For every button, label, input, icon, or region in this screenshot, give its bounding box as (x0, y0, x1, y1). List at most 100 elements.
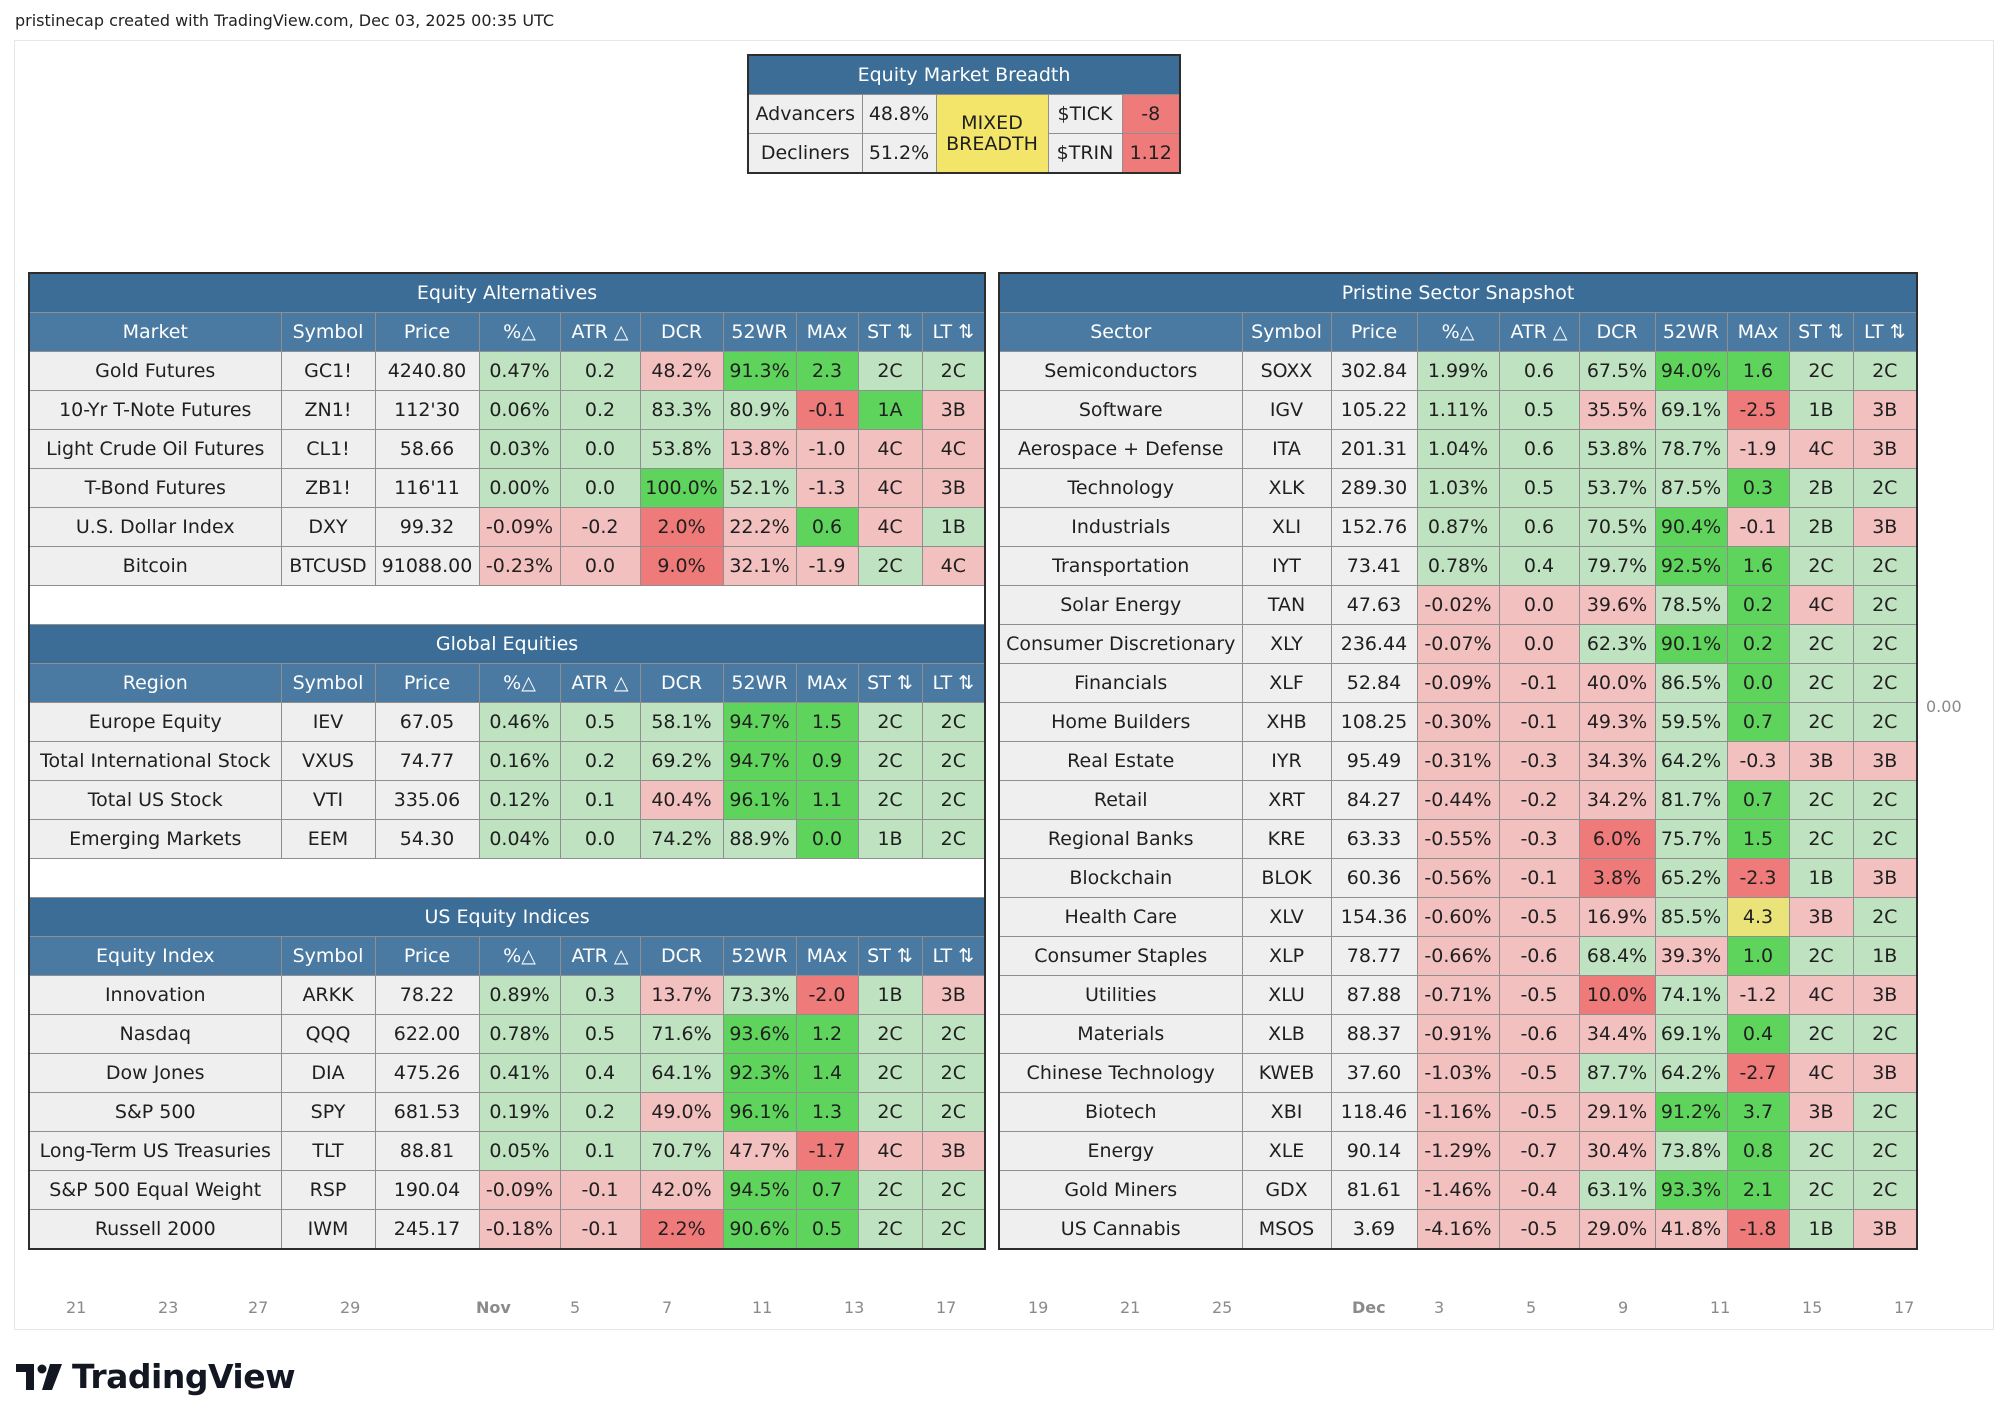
table-row: S&P 500 SPY 681.53 0.19% 0.2 49.0% 96.1% 1.3 2C 2… (28, 1092, 986, 1132)
table-cell: 39.6% (1578, 585, 1656, 625)
column-header: DCR (639, 936, 724, 976)
table-cell: 0.03% (478, 429, 561, 469)
table-cell: 0.0 (559, 819, 641, 859)
table-cell: 2C (1852, 468, 1918, 508)
table-cell: -0.31% (1416, 741, 1500, 781)
column-header: MAx (795, 936, 859, 976)
table-cell: 67.05 (374, 702, 480, 742)
time-axis-label: 15 (1802, 1298, 1823, 1317)
table-cell: 154.36 (1330, 897, 1418, 937)
breadth-title: Equity Market Breadth (747, 54, 1181, 95)
table-cell: -0.91% (1416, 1014, 1500, 1054)
table-cell: 475.26 (374, 1053, 480, 1093)
chart-pane[interactable] (14, 40, 1994, 1330)
table-cell: 2C (1852, 546, 1918, 586)
table-cell: 30.4% (1578, 1131, 1656, 1171)
table-cell: -0.56% (1416, 858, 1500, 898)
table-cell: GC1! (280, 351, 376, 391)
table-cell: 1B (1788, 1209, 1854, 1250)
table-cell: 69.1% (1654, 390, 1728, 430)
table-cell: 2C (857, 351, 923, 391)
table-cell: 108.25 (1330, 702, 1418, 742)
table-cell: 0.2 (559, 741, 641, 781)
table-cell: ZN1! (280, 390, 376, 430)
table-row: Consumer Staples XLP 78.77 -0.66% -0.6 68.4% 3… (998, 936, 1918, 976)
column-header: Sector (998, 312, 1243, 352)
table-cell: -0.1 (1726, 507, 1790, 547)
table-cell: Consumer Staples (998, 936, 1243, 976)
table-row: Biotech XBI 118.46 -1.16% -0.5 29.1% 91.2% 3.7 3… (998, 1092, 1918, 1132)
table-row: Financials XLF 52.84 -0.09% -0.1 40.0% 86.5% 0.… (998, 663, 1918, 703)
table-cell: RSP (280, 1170, 376, 1210)
table-cell: 2C (1852, 702, 1918, 742)
table-cell: 2C (921, 1170, 986, 1210)
table-cell: 70.7% (639, 1131, 724, 1171)
table-cell: 88.9% (722, 819, 797, 859)
time-axis-label: 7 (662, 1298, 673, 1317)
table-cell: 34.3% (1578, 741, 1656, 781)
table-cell: 59.5% (1654, 702, 1728, 742)
table-cell: 0.3 (559, 975, 641, 1015)
table-cell: 2C (921, 702, 986, 742)
table-cell: -0.6 (1498, 1014, 1580, 1054)
table-cell: 90.6% (722, 1209, 797, 1250)
table-cell: -4.16% (1416, 1209, 1500, 1250)
table-cell: 95.49 (1330, 741, 1418, 781)
table-cell: 90.14 (1330, 1131, 1418, 1171)
table-cell: 3B (1788, 897, 1854, 937)
table-cell: XLV (1241, 897, 1332, 937)
table-cell: -0.3 (1498, 819, 1580, 859)
table-cell: 100.0% (639, 468, 724, 508)
table-cell: 13.8% (722, 429, 797, 469)
table-row: Transportation IYT 73.41 0.78% 0.4 79.7% 92.5%… (998, 546, 1918, 586)
table-cell: 2C (1852, 585, 1918, 625)
table-cell: 2C (921, 1014, 986, 1054)
advancers-value: 48.8% (861, 94, 937, 134)
table-cell: -0.44% (1416, 780, 1500, 820)
table-cell: 3B (1788, 1092, 1854, 1132)
table-cell: Gold Miners (998, 1170, 1243, 1210)
table-cell: -1.9 (795, 546, 859, 586)
column-header: LT ⇅ (921, 312, 986, 352)
table-cell: Energy (998, 1131, 1243, 1171)
table-cell: -0.66% (1416, 936, 1500, 976)
section-title: Equity Alternatives (28, 272, 986, 313)
table-cell: 87.5% (1654, 468, 1728, 508)
table-cell: 1.5 (1726, 819, 1790, 859)
table-cell: 2.2% (639, 1209, 724, 1250)
table-cell: 2C (1788, 351, 1854, 391)
column-header: ATR △ (559, 663, 641, 703)
table-cell: VXUS (280, 741, 376, 781)
time-axis-label: 13 (844, 1298, 865, 1317)
table-cell: 9.0% (639, 546, 724, 586)
table-cell: 0.5 (559, 702, 641, 742)
table-row: Long-Term US Treasuries TLT 88.81 0.05% 0.1 7… (28, 1131, 986, 1171)
table-cell: 0.0 (559, 429, 641, 469)
column-header: DCR (639, 663, 724, 703)
time-axis-label: 29 (340, 1298, 361, 1317)
tradingview-logo[interactable]: TradingView (16, 1357, 296, 1396)
table-cell: 2C (1852, 1014, 1918, 1054)
table-cell: -0.5 (1498, 897, 1580, 937)
table-cell: DIA (280, 1053, 376, 1093)
table-row: Total US Stock VTI 335.06 0.12% 0.1 40.4% 96.1… (28, 780, 986, 820)
table-cell: -0.2 (559, 507, 641, 547)
table-cell: 87.7% (1578, 1053, 1656, 1093)
table-cell: 16.9% (1578, 897, 1656, 937)
table-cell: Real Estate (998, 741, 1243, 781)
table-cell: 74.77 (374, 741, 480, 781)
table-cell: Emerging Markets (28, 819, 282, 859)
table-cell: ARKK (280, 975, 376, 1015)
table-cell: Health Care (998, 897, 1243, 937)
table-cell: XLE (1241, 1131, 1332, 1171)
table-cell: 47.7% (722, 1131, 797, 1171)
table-cell: 289.30 (1330, 468, 1418, 508)
table-cell: IEV (280, 702, 376, 742)
table-cell: 0.04% (478, 819, 561, 859)
table-cell: 0.19% (478, 1092, 561, 1132)
table-cell: 3B (1852, 858, 1918, 898)
table-row: Gold Miners GDX 81.61 -1.46% -0.4 63.1% 93.3% 2… (998, 1170, 1918, 1210)
table-cell: 69.1% (1654, 1014, 1728, 1054)
table-cell: 3B (921, 975, 986, 1015)
table-cell: -1.8 (1726, 1209, 1790, 1250)
